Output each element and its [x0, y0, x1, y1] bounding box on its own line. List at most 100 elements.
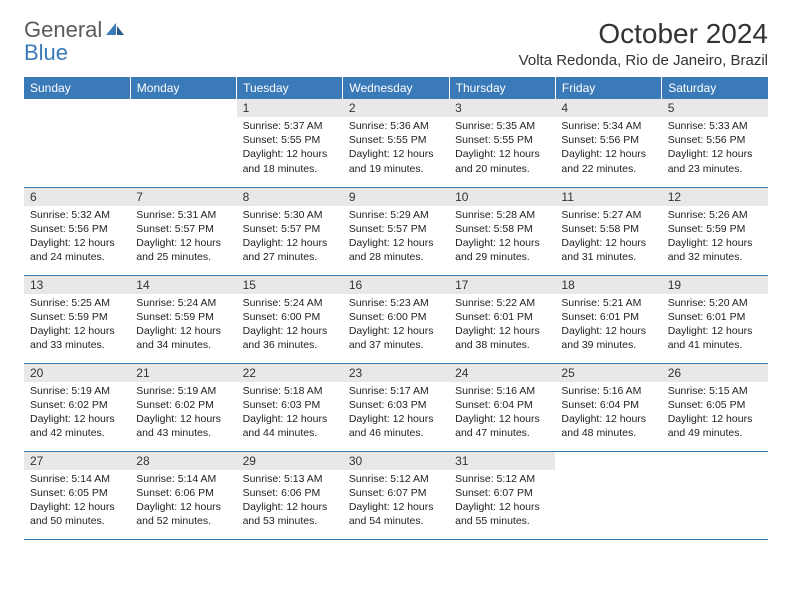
day-cell: 3Sunrise: 5:35 AMSunset: 5:55 PMDaylight… — [449, 99, 555, 187]
sunset-text: Sunset: 6:06 PM — [243, 486, 337, 500]
daylight-text: Daylight: 12 hours and 24 minutes. — [30, 236, 124, 264]
daylight-text: Daylight: 12 hours and 48 minutes. — [561, 412, 655, 440]
sunrise-text: Sunrise: 5:19 AM — [30, 384, 124, 398]
sunrise-text: Sunrise: 5:32 AM — [30, 208, 124, 222]
sunset-text: Sunset: 6:00 PM — [349, 310, 443, 324]
empty-cell — [555, 451, 661, 539]
day-details: Sunrise: 5:28 AMSunset: 5:58 PMDaylight:… — [449, 206, 555, 269]
day-number: 28 — [130, 452, 236, 470]
day-details: Sunrise: 5:30 AMSunset: 5:57 PMDaylight:… — [237, 206, 343, 269]
daylight-text: Daylight: 12 hours and 31 minutes. — [561, 236, 655, 264]
sunrise-text: Sunrise: 5:22 AM — [455, 296, 549, 310]
day-cell: 17Sunrise: 5:22 AMSunset: 6:01 PMDayligh… — [449, 275, 555, 363]
day-number: 18 — [555, 276, 661, 294]
sunset-text: Sunset: 6:05 PM — [30, 486, 124, 500]
daylight-text: Daylight: 12 hours and 55 minutes. — [455, 500, 549, 528]
page-header: GeneralBlue October 2024 Volta Redonda, … — [24, 18, 768, 69]
day-details: Sunrise: 5:32 AMSunset: 5:56 PMDaylight:… — [24, 206, 130, 269]
day-details: Sunrise: 5:14 AMSunset: 6:06 PMDaylight:… — [130, 470, 236, 533]
day-cell: 13Sunrise: 5:25 AMSunset: 5:59 PMDayligh… — [24, 275, 130, 363]
day-cell: 15Sunrise: 5:24 AMSunset: 6:00 PMDayligh… — [237, 275, 343, 363]
day-details: Sunrise: 5:22 AMSunset: 6:01 PMDaylight:… — [449, 294, 555, 357]
empty-cell — [24, 99, 130, 187]
sunrise-text: Sunrise: 5:15 AM — [668, 384, 762, 398]
day-details: Sunrise: 5:35 AMSunset: 5:55 PMDaylight:… — [449, 117, 555, 180]
sunrise-text: Sunrise: 5:24 AM — [136, 296, 230, 310]
sunrise-text: Sunrise: 5:18 AM — [243, 384, 337, 398]
calendar-body: 1Sunrise: 5:37 AMSunset: 5:55 PMDaylight… — [24, 99, 768, 539]
sunset-text: Sunset: 6:01 PM — [668, 310, 762, 324]
sunset-text: Sunset: 6:07 PM — [455, 486, 549, 500]
day-cell: 31Sunrise: 5:12 AMSunset: 6:07 PMDayligh… — [449, 451, 555, 539]
sunset-text: Sunset: 6:03 PM — [349, 398, 443, 412]
daylight-text: Daylight: 12 hours and 50 minutes. — [30, 500, 124, 528]
sunset-text: Sunset: 5:56 PM — [561, 133, 655, 147]
day-details: Sunrise: 5:21 AMSunset: 6:01 PMDaylight:… — [555, 294, 661, 357]
day-number: 31 — [449, 452, 555, 470]
week-row: 27Sunrise: 5:14 AMSunset: 6:05 PMDayligh… — [24, 451, 768, 539]
daylight-text: Daylight: 12 hours and 53 minutes. — [243, 500, 337, 528]
day-cell: 27Sunrise: 5:14 AMSunset: 6:05 PMDayligh… — [24, 451, 130, 539]
sunrise-text: Sunrise: 5:19 AM — [136, 384, 230, 398]
day-details: Sunrise: 5:27 AMSunset: 5:58 PMDaylight:… — [555, 206, 661, 269]
sunset-text: Sunset: 6:01 PM — [561, 310, 655, 324]
daylight-text: Daylight: 12 hours and 25 minutes. — [136, 236, 230, 264]
day-cell: 2Sunrise: 5:36 AMSunset: 5:55 PMDaylight… — [343, 99, 449, 187]
sunrise-text: Sunrise: 5:14 AM — [136, 472, 230, 486]
logo-text-blue: Blue — [24, 40, 68, 65]
sunset-text: Sunset: 5:55 PM — [455, 133, 549, 147]
day-cell: 4Sunrise: 5:34 AMSunset: 5:56 PMDaylight… — [555, 99, 661, 187]
day-number: 26 — [662, 364, 768, 382]
day-details: Sunrise: 5:26 AMSunset: 5:59 PMDaylight:… — [662, 206, 768, 269]
logo-text-gray: General — [24, 17, 102, 42]
day-details: Sunrise: 5:24 AMSunset: 6:00 PMDaylight:… — [237, 294, 343, 357]
day-cell: 26Sunrise: 5:15 AMSunset: 6:05 PMDayligh… — [662, 363, 768, 451]
day-cell: 21Sunrise: 5:19 AMSunset: 6:02 PMDayligh… — [130, 363, 236, 451]
day-cell: 20Sunrise: 5:19 AMSunset: 6:02 PMDayligh… — [24, 363, 130, 451]
sunset-text: Sunset: 6:01 PM — [455, 310, 549, 324]
sunset-text: Sunset: 6:02 PM — [136, 398, 230, 412]
empty-cell — [662, 451, 768, 539]
day-details: Sunrise: 5:16 AMSunset: 6:04 PMDaylight:… — [555, 382, 661, 445]
day-number: 9 — [343, 188, 449, 206]
sunrise-text: Sunrise: 5:14 AM — [30, 472, 124, 486]
day-cell: 11Sunrise: 5:27 AMSunset: 5:58 PMDayligh… — [555, 187, 661, 275]
daylight-text: Daylight: 12 hours and 27 minutes. — [243, 236, 337, 264]
day-header-wednesday: Wednesday — [343, 77, 449, 99]
day-cell: 22Sunrise: 5:18 AMSunset: 6:03 PMDayligh… — [237, 363, 343, 451]
sunset-text: Sunset: 5:58 PM — [455, 222, 549, 236]
day-cell: 23Sunrise: 5:17 AMSunset: 6:03 PMDayligh… — [343, 363, 449, 451]
day-details: Sunrise: 5:14 AMSunset: 6:05 PMDaylight:… — [24, 470, 130, 533]
day-header-sunday: Sunday — [24, 77, 130, 99]
sunset-text: Sunset: 6:05 PM — [668, 398, 762, 412]
sunrise-text: Sunrise: 5:36 AM — [349, 119, 443, 133]
day-cell: 10Sunrise: 5:28 AMSunset: 5:58 PMDayligh… — [449, 187, 555, 275]
day-number: 12 — [662, 188, 768, 206]
day-details: Sunrise: 5:13 AMSunset: 6:06 PMDaylight:… — [237, 470, 343, 533]
sunset-text: Sunset: 6:04 PM — [561, 398, 655, 412]
daylight-text: Daylight: 12 hours and 37 minutes. — [349, 324, 443, 352]
day-number: 8 — [237, 188, 343, 206]
daylight-text: Daylight: 12 hours and 47 minutes. — [455, 412, 549, 440]
day-cell: 6Sunrise: 5:32 AMSunset: 5:56 PMDaylight… — [24, 187, 130, 275]
daylight-text: Daylight: 12 hours and 29 minutes. — [455, 236, 549, 264]
day-header-friday: Friday — [555, 77, 661, 99]
daylight-text: Daylight: 12 hours and 52 minutes. — [136, 500, 230, 528]
daylight-text: Daylight: 12 hours and 34 minutes. — [136, 324, 230, 352]
sunset-text: Sunset: 5:55 PM — [349, 133, 443, 147]
sunset-text: Sunset: 6:00 PM — [243, 310, 337, 324]
day-details: Sunrise: 5:23 AMSunset: 6:00 PMDaylight:… — [343, 294, 449, 357]
sunrise-text: Sunrise: 5:12 AM — [349, 472, 443, 486]
day-cell: 12Sunrise: 5:26 AMSunset: 5:59 PMDayligh… — [662, 187, 768, 275]
day-cell: 7Sunrise: 5:31 AMSunset: 5:57 PMDaylight… — [130, 187, 236, 275]
sunrise-text: Sunrise: 5:30 AM — [243, 208, 337, 222]
location-text: Volta Redonda, Rio de Janeiro, Brazil — [519, 52, 768, 69]
daylight-text: Daylight: 12 hours and 18 minutes. — [243, 147, 337, 175]
sunrise-text: Sunrise: 5:34 AM — [561, 119, 655, 133]
daylight-text: Daylight: 12 hours and 44 minutes. — [243, 412, 337, 440]
daylight-text: Daylight: 12 hours and 54 minutes. — [349, 500, 443, 528]
day-header-saturday: Saturday — [662, 77, 768, 99]
sunset-text: Sunset: 5:56 PM — [668, 133, 762, 147]
day-number: 23 — [343, 364, 449, 382]
day-cell: 19Sunrise: 5:20 AMSunset: 6:01 PMDayligh… — [662, 275, 768, 363]
